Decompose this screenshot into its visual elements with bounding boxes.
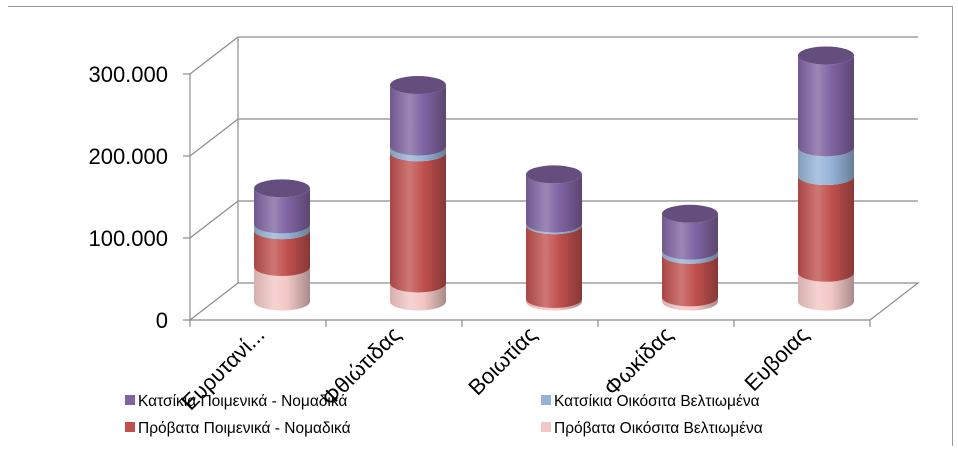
bar-top (526, 165, 582, 184)
y-tick-label: 100.000 (88, 226, 168, 251)
x-tick-label: Βοιωτίας (463, 322, 541, 400)
legend-swatch (125, 422, 135, 432)
legend-label: Πρόβατα Ποιμενικά - Νομαδικά (138, 420, 351, 437)
gridline-diagonal (189, 36, 239, 75)
bar-segment (662, 297, 718, 311)
bar-segment (254, 224, 310, 240)
legend-label: Κατσίκια Ποιμενικά - Νομαδικά (138, 393, 347, 410)
legend-label: Κατσίκια Οικόσιτα Βελτιωμένα (554, 393, 760, 410)
bar-top (662, 204, 718, 223)
bar-segment (526, 174, 582, 233)
bar-top (390, 76, 446, 95)
bar-segment (390, 152, 446, 293)
legend-swatch (541, 422, 551, 432)
y-tick-label: 0 (156, 308, 168, 333)
chart-floor (188, 282, 920, 321)
y-tick-label: 300.000 (88, 62, 168, 87)
bar-segment (390, 283, 446, 311)
bar-segment (798, 272, 854, 311)
y-tick-label: 200.000 (88, 144, 168, 169)
bar-segment (662, 213, 718, 260)
bar-segment (390, 85, 446, 156)
legend-swatch (125, 395, 135, 405)
bar-segment (254, 267, 310, 311)
x-tick-label: Φωκίδας (599, 322, 678, 401)
bar-segment (526, 223, 582, 235)
bar-segment (798, 55, 854, 157)
bar-top (798, 46, 854, 65)
gridline-diagonal (189, 200, 239, 239)
bar-segment (798, 176, 854, 282)
legend-label: Πρόβατα Οικόσιτα Βελτιωμένα (554, 420, 763, 437)
bar-segment (254, 230, 310, 277)
bar-segment (526, 225, 582, 309)
legend-swatch (541, 395, 551, 405)
bar-segment (254, 188, 310, 234)
bar-top (254, 179, 310, 198)
bar-segment (526, 299, 582, 311)
chart-frame (8, 6, 953, 446)
bar-segment (798, 147, 854, 186)
bar-segment (390, 146, 446, 162)
gridline-diagonal (189, 118, 239, 157)
bar-segment (662, 250, 718, 264)
bar-segment (662, 254, 718, 307)
x-tick-label: Ευβοιας (739, 322, 813, 396)
